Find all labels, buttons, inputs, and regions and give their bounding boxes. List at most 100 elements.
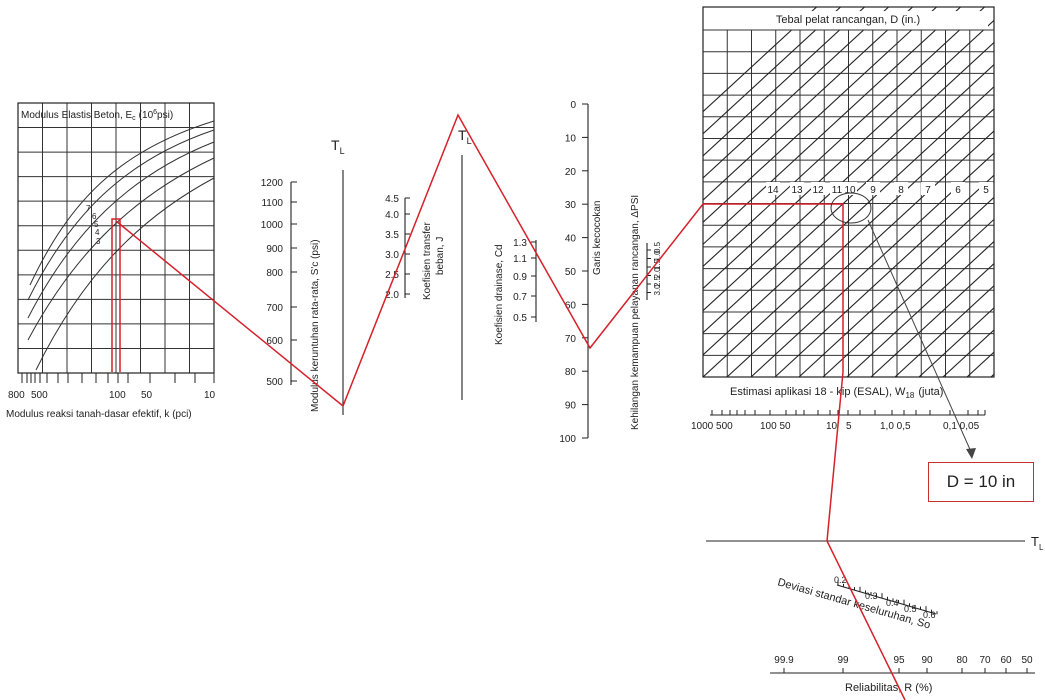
- psi-loss-tick-label: 2.5: [653, 275, 662, 287]
- thickness-diagonal: [703, 7, 842, 135]
- thickness-diagonal: [1015, 0, 1045, 377]
- thickness-diagonal: [870, 262, 994, 377]
- drainage-axis: 1.3 1.1 0.9 0.7 0.5 Koefisien drainase, …: [494, 238, 537, 345]
- match-line-tick-label: 20: [565, 167, 577, 178]
- modulus-curve-5: [27, 141, 215, 319]
- match-line-tick-label: 10: [565, 133, 577, 144]
- modulus-x-tick-500: 500: [31, 390, 48, 401]
- result-box: D = 10 in: [928, 462, 1034, 502]
- std-dev-tick-0.2: 0.2: [834, 575, 847, 585]
- thickness-diagonal: [703, 7, 890, 179]
- rupture-axis-label: Modulus keruntuhan rata-rata, S'c (psi): [310, 239, 321, 412]
- reliability-tick-label: 50: [1021, 655, 1033, 666]
- load-transfer-tick-2.5: 2.5: [385, 270, 399, 281]
- solution-path: [111, 113, 906, 700]
- psi-loss-tick-label: 2.0: [653, 267, 662, 279]
- thickness-diagonal: [703, 7, 914, 201]
- thickness-line-label: 11: [832, 185, 843, 196]
- rupture-tick-1000: 1000: [261, 220, 284, 231]
- thickness-line-label: 9: [870, 185, 876, 196]
- turning-line-1: TL: [331, 137, 345, 415]
- load-transfer-tick-2.0: 2.0: [385, 290, 399, 301]
- rupture-modulus-axis: 1200 1100 1000 900 800 700 600 500 Modul…: [261, 178, 321, 412]
- thickness-diagonal: [894, 285, 994, 377]
- reliability-label: Reliabilitas, R (%): [845, 682, 932, 694]
- curve-label-6: 6: [92, 212, 97, 221]
- rupture-tick-800: 800: [266, 268, 283, 279]
- match-line-tick-label: 100: [559, 434, 576, 445]
- reliability-tick-label: 60: [1000, 655, 1012, 666]
- match-line-tick-label: 60: [565, 300, 577, 311]
- thickness-diagonal: [703, 86, 994, 356]
- thickness-diagonal: [703, 63, 994, 334]
- result-pointer: [830, 192, 976, 459]
- thickness-diagonal: [703, 7, 938, 223]
- load-transfer-axis: 4.5 4.0 3.5 3.0 2.5 2.0 Koefisien transf…: [385, 194, 446, 301]
- std-dev-tick-0.6: 0.6: [923, 610, 936, 620]
- thickness-line-label: 6: [955, 185, 961, 196]
- load-transfer-tick-3.0: 3.0: [385, 250, 399, 261]
- thickness-line-label-bg: [811, 182, 825, 195]
- drainage-tick-1.3: 1.3: [513, 238, 527, 249]
- modulus-curve-7: [29, 120, 215, 286]
- turning-label-2: TL: [458, 127, 472, 146]
- match-line-axis: 0 10 20 30 40 50 60 70 80 90 100 Garis kecocokan: [559, 100, 603, 445]
- load-transfer-tick-4.0: 4.0: [385, 210, 399, 221]
- modulus-frame: [17, 102, 215, 374]
- match-line-tick-label: 90: [565, 401, 577, 412]
- modulus-title: Modulus Elastis Beton, Ec (106psi): [21, 109, 173, 122]
- reliability-tick-label: 70: [979, 655, 991, 666]
- result-arrow-head: [966, 448, 976, 459]
- solution-path-main: [115, 113, 844, 408]
- drainage-tick-0.7: 0.7: [513, 292, 527, 303]
- thickness-line-label-bg: [979, 182, 993, 195]
- thickness-line-label: 14: [767, 185, 779, 196]
- thickness-line-label-bg: [790, 182, 804, 195]
- curve-label-4: 4: [95, 228, 100, 237]
- thickness-line-label: 8: [898, 185, 904, 196]
- match-line-label: Garis kecocokan: [592, 201, 603, 275]
- result-arrow: [867, 219, 973, 455]
- thickness-diagonal: [918, 307, 994, 377]
- load-transfer-label-line-2: beban, J: [435, 237, 446, 275]
- reliability-tick-label: 99: [837, 655, 849, 666]
- load-transfer-tick-4.5: 4.5: [385, 194, 399, 205]
- thickness-diagonal: [703, 7, 818, 113]
- esal-tick-100-50: 100 50: [760, 421, 791, 432]
- match-line-tick-label: 30: [565, 200, 577, 211]
- modulus-x-label: Modulus reaksi tanah-dasar efektif, k (p…: [6, 409, 192, 420]
- esal-tick-5: 5: [846, 421, 852, 432]
- thickness-line-label-bg: [894, 182, 908, 195]
- curve-label-7: 7: [86, 204, 91, 213]
- thickness-title: Tebal pelat rancangan, D (in.): [776, 14, 920, 26]
- thickness-chart: Tebal pelat rancangan, D (in.) 14 13 12 11 1…: [691, 0, 1045, 432]
- std-dev-tick-0.5: 0.5: [904, 604, 917, 614]
- thickness-diagonal: [726, 130, 994, 377]
- modulus-x-ticks: [21, 373, 215, 383]
- thickness-diagonal: [798, 196, 994, 377]
- esal-tick-1-0.5: 1,0 0,5: [880, 421, 911, 432]
- modulus-x-tick-10: 10: [204, 390, 216, 401]
- rupture-tick-1200: 1200: [261, 178, 284, 189]
- drainage-tick-0.9: 0.9: [513, 272, 527, 283]
- match-line-tick-label: 80: [565, 367, 577, 378]
- drainage-tick-0.5: 0.5: [513, 313, 527, 324]
- esal-label: Estimasi aplikasi 18 - kip (ESAL), W18 (j…: [730, 386, 943, 400]
- thickness-line-label-bg: [866, 182, 880, 195]
- modulus-x-tick-50: 50: [141, 390, 153, 401]
- modulus-x-tick-800: 800: [8, 390, 25, 401]
- modulus-marker: [111, 218, 121, 372]
- rupture-tick-700: 700: [266, 303, 283, 314]
- thickness-line-label: 13: [791, 185, 803, 196]
- thickness-diagonal: [703, 7, 866, 157]
- thickness-line-label: 10: [844, 185, 856, 196]
- thickness-line-label: 7: [925, 185, 931, 196]
- thickness-diagonal: [703, 108, 994, 377]
- reliability-tick-label: 90: [921, 655, 933, 666]
- std-dev-tick-0.3: 0.3: [865, 591, 878, 601]
- turning-line-2: TL: [458, 127, 472, 400]
- modulus-curve-3: [35, 177, 215, 371]
- std-deviation-axis: 0.2 0.3 0.4 0.5 0.6 Deviasi standar kese…: [776, 575, 938, 632]
- reliability-tick-label: 95: [893, 655, 905, 666]
